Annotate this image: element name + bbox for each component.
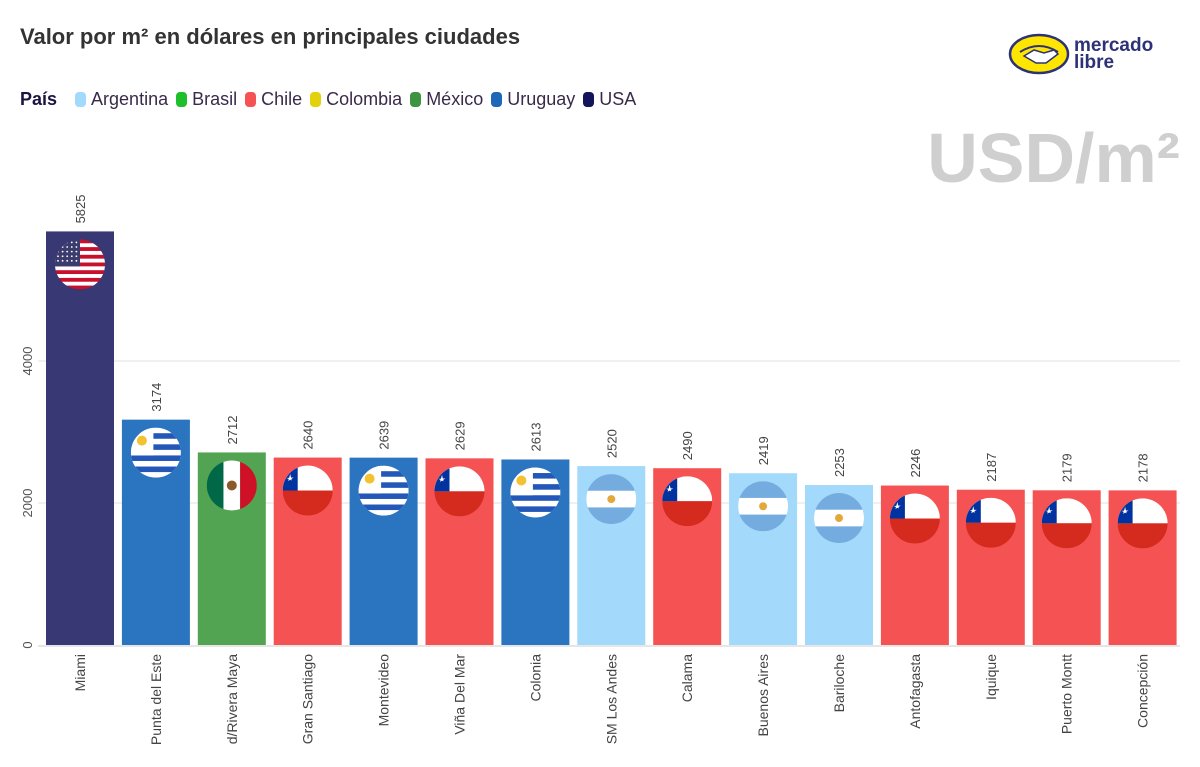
legend-swatch <box>583 92 595 107</box>
flag-chile-icon <box>1041 498 1092 549</box>
data-label: 2613 <box>528 423 543 452</box>
legend-item-usa[interactable]: USA <box>583 89 636 110</box>
x-tick-label: Montevideo <box>376 654 392 727</box>
x-tick-label: Concepción <box>1135 654 1151 728</box>
flag-uruguay-icon <box>358 465 409 516</box>
x-tick-label: Calama <box>679 654 695 702</box>
y-tick-label: 2000 <box>20 489 35 518</box>
legend-swatch <box>491 92 503 107</box>
legend-label: México <box>426 89 484 109</box>
legend: País Argentina Brasil Chile Colombia México U… <box>20 89 644 110</box>
chart-title: Valor por m² en dólares en principales c… <box>20 24 521 49</box>
data-label: 2629 <box>453 421 468 450</box>
svg-text:mercado: mercado <box>1074 35 1153 56</box>
legend-item-brasil[interactable]: Brasil <box>176 89 237 110</box>
x-tick-label: Bariloche <box>831 654 847 713</box>
x-tick-label: Antofagasta <box>907 654 923 729</box>
data-label: 3174 <box>149 383 164 412</box>
data-label: 2640 <box>301 421 316 450</box>
legend-title: País <box>20 89 58 109</box>
legend-item-uruguay[interactable]: Uruguay <box>491 89 575 110</box>
data-label: 2179 <box>1060 453 1075 482</box>
x-tick-label: Colonia <box>527 654 543 702</box>
legend-swatch <box>245 92 257 107</box>
y-tick-label: 4000 <box>20 347 35 376</box>
legend-swatch <box>410 92 422 107</box>
x-tick-label: Miami <box>72 654 88 691</box>
flag-chile-icon <box>282 465 333 516</box>
data-label: 2419 <box>756 436 771 465</box>
flag-uruguay-icon <box>510 467 561 518</box>
flag-argentina-icon <box>738 481 789 532</box>
legend-label: USA <box>599 89 637 109</box>
x-tick-label: Viña Del Mar <box>452 654 468 735</box>
x-tick-label: Punta del Este <box>148 654 164 745</box>
svg-text:libre: libre <box>1074 52 1114 73</box>
legend-item-argentina[interactable]: Argentina <box>75 89 168 110</box>
data-label: 2712 <box>225 416 240 445</box>
legend-label: Brasil <box>192 89 238 109</box>
data-label: 2520 <box>604 429 619 458</box>
legend-item-chile[interactable]: Chile <box>245 89 302 110</box>
flag-chile-icon <box>889 493 940 544</box>
flag-chile-icon <box>965 497 1016 548</box>
flag-uruguay-icon <box>130 427 181 478</box>
legend-swatch <box>176 92 188 107</box>
legend-label: Chile <box>261 89 303 109</box>
legend-item-méxico[interactable]: México <box>410 89 483 110</box>
x-tick-label: d/Rivera Maya <box>224 654 240 744</box>
mercadolibre-logo: mercado libre <box>1008 32 1168 87</box>
flag-méxico-icon <box>206 460 257 511</box>
data-label: 2187 <box>984 453 999 482</box>
flag-chile-icon <box>1117 498 1168 549</box>
x-tick-label: SM Los Andes <box>603 654 619 744</box>
data-label: 5825 <box>73 195 88 224</box>
legend-swatch <box>75 92 87 107</box>
data-label: 2639 <box>377 421 392 450</box>
flag-chile-icon <box>434 466 485 517</box>
x-tick-label: Puerto Montt <box>1059 654 1075 734</box>
x-tick-label: Buenos Aires <box>755 654 771 737</box>
legend-label: Colombia <box>326 89 403 109</box>
x-tick-label: Iquique <box>983 654 999 700</box>
y-tick-label: 0 <box>20 641 35 648</box>
bar[interactable] <box>46 231 114 646</box>
legend-label: Uruguay <box>507 89 576 109</box>
data-label: 2178 <box>1136 453 1151 482</box>
flag-usa-icon <box>55 239 105 290</box>
unit-watermark: USD/m² <box>927 119 1180 197</box>
data-label: 2246 <box>908 449 923 478</box>
flag-chile-icon <box>662 476 713 527</box>
legend-label: Argentina <box>91 89 169 109</box>
legend-item-colombia[interactable]: Colombia <box>310 89 402 110</box>
x-tick-label: Gran Santiago <box>300 654 316 744</box>
data-label: 2253 <box>832 448 847 477</box>
flag-argentina-icon <box>586 474 637 525</box>
data-label: 2490 <box>680 431 695 460</box>
legend-swatch <box>310 92 322 107</box>
flag-argentina-icon <box>814 493 864 544</box>
